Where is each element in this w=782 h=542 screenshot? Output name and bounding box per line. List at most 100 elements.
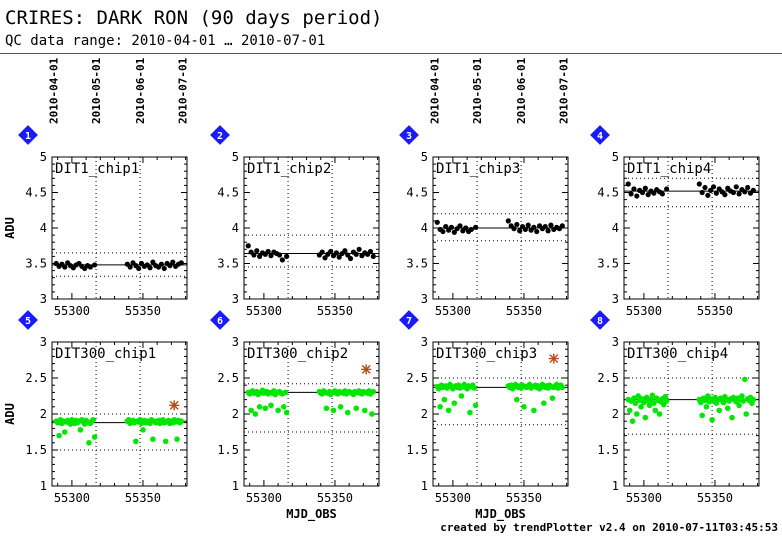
data-point [136, 265, 142, 272]
data-point [651, 400, 657, 407]
x-axis-label: MJD_OBS [475, 507, 526, 522]
data-point [283, 409, 290, 416]
outlier-point [169, 400, 180, 411]
data-point [521, 404, 527, 410]
data-point [333, 250, 339, 256]
data-point [280, 404, 287, 410]
data-point [451, 229, 457, 235]
data-point [525, 222, 531, 228]
date-tick-label: 2010-07-01 [177, 57, 190, 124]
data-point [254, 248, 260, 254]
data-point [370, 253, 376, 259]
data-point [548, 222, 554, 228]
data-point [252, 411, 259, 417]
data-point [705, 192, 711, 198]
x-tick-label: 55350 [317, 491, 353, 505]
data-point [699, 189, 705, 196]
data-point [472, 402, 479, 409]
data-point [697, 399, 704, 406]
y-tick-label: 1.5 [25, 443, 47, 457]
panel-badge-number: 3 [406, 131, 412, 142]
x-tick-label: 55300 [626, 491, 662, 505]
panel-badge-icon [210, 310, 230, 330]
data-point [319, 249, 325, 255]
data-point [702, 397, 708, 404]
panel-label: DIT300_chip1 [55, 346, 156, 362]
x-tick-label: 55350 [317, 304, 353, 318]
data-point [279, 257, 285, 263]
data-point [742, 189, 748, 195]
data-point [150, 259, 156, 265]
data-point [629, 418, 636, 425]
data-point [147, 265, 153, 271]
panel-frame [51, 156, 188, 300]
y-tick-label: 3 [40, 292, 47, 306]
y-tick-label: 1.5 [217, 443, 239, 457]
data-point [323, 405, 330, 412]
data-point [257, 253, 263, 259]
data-point [353, 405, 360, 412]
data-point [62, 264, 68, 270]
data-point [322, 255, 328, 261]
panel-frame [623, 341, 760, 487]
page-subtitle: QC data range: 2010-04-01 … 2010-07-01 [5, 33, 326, 49]
x-tick-label: 55350 [506, 491, 542, 505]
data-point [716, 407, 723, 414]
y-tick-label: 4.5 [597, 186, 619, 200]
y-tick-label: 4 [612, 221, 619, 235]
x-tick-label: 55300 [435, 491, 471, 505]
y-tick-label: 1 [232, 479, 239, 493]
data-point [268, 253, 274, 259]
panel-badge-icon [590, 310, 610, 330]
y-tick-label: 1.5 [406, 443, 428, 457]
data-point [696, 181, 702, 187]
data-point [336, 254, 342, 260]
y-tick-label: 3 [40, 335, 47, 349]
data-point [736, 191, 742, 197]
y-tick-label: 2.5 [25, 371, 47, 385]
data-point [514, 221, 520, 228]
x-tick-label: 55300 [54, 304, 90, 318]
y-tick-label: 3.5 [25, 257, 47, 271]
panel-badge-number: 2 [217, 131, 223, 142]
date-tick-label: 2010-05-01 [471, 57, 484, 124]
panel-badge-number: 1 [25, 131, 31, 142]
data-point [649, 392, 656, 399]
panel-badge-number: 4 [597, 131, 603, 142]
panel-badge-icon [399, 125, 419, 145]
x-tick-label: 55300 [54, 491, 90, 505]
data-point [178, 418, 185, 425]
data-point [90, 416, 97, 423]
data-point [92, 262, 98, 268]
data-point [91, 434, 98, 440]
data-point [440, 228, 446, 235]
y-tick-label: 3.5 [597, 257, 619, 271]
y-tick-label: 4.5 [406, 186, 428, 200]
y-axis-label: ADU [3, 403, 17, 425]
y-tick-label: 5 [40, 150, 47, 164]
panel-label: DIT1_chip3 [436, 161, 520, 177]
y-tick-label: 3 [612, 335, 619, 349]
data-point [87, 264, 93, 270]
data-point [634, 193, 640, 199]
panel-badge-icon [18, 310, 38, 330]
date-tick-label: 2010-04-01 [47, 57, 60, 124]
y-tick-label: 1.5 [597, 443, 619, 457]
data-point [710, 184, 717, 190]
data-point [663, 398, 670, 404]
panel-label: DIT1_chip4 [627, 161, 711, 177]
y-tick-label: 2.5 [217, 371, 239, 385]
data-point [733, 184, 739, 190]
data-point [651, 190, 657, 196]
data-point [473, 224, 479, 230]
data-point [745, 184, 751, 191]
page-title: CRIRES: DARK RON (90 days period) [5, 7, 383, 29]
y-tick-label: 2.5 [406, 371, 428, 385]
outlier-point [548, 353, 559, 364]
y-tick-label: 1 [612, 479, 619, 493]
data-point [631, 186, 637, 192]
data-point [458, 393, 465, 399]
data-point [457, 223, 463, 229]
data-point [626, 407, 633, 414]
